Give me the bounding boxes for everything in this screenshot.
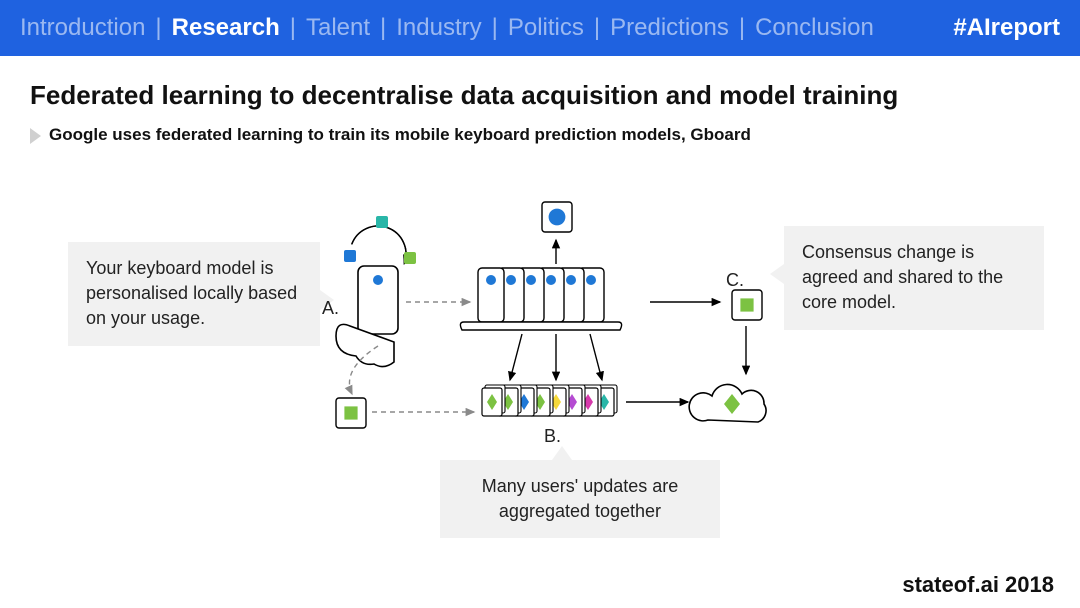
bullet-caret-icon bbox=[30, 128, 41, 144]
slide-subtitle-row: Google uses federated learning to train … bbox=[30, 125, 1050, 145]
nav-items: Introduction | Research | Talent | Industry | Po… bbox=[20, 14, 874, 42]
nav-bar: Introduction | Research | Talent | Industry | Po… bbox=[0, 0, 1080, 56]
nav-item-introduction[interactable]: Introduction bbox=[20, 14, 145, 42]
label-c: C. bbox=[726, 270, 744, 291]
diagram-canvas: Your keyboard model is personalised loca… bbox=[0, 170, 1080, 608]
slide-title: Federated learning to decentralise data … bbox=[30, 80, 1050, 111]
nav-separator: | bbox=[155, 14, 161, 42]
nav-item-industry[interactable]: Industry bbox=[396, 14, 481, 42]
diagram-svg bbox=[0, 170, 1080, 600]
label-b: B. bbox=[544, 426, 561, 447]
nav-item-research[interactable]: Research bbox=[172, 14, 280, 42]
nav-hashtag: #AIreport bbox=[953, 14, 1060, 42]
nav-separator: | bbox=[739, 14, 745, 42]
nav-item-predictions[interactable]: Predictions bbox=[610, 14, 729, 42]
label-a: A. bbox=[322, 298, 339, 319]
nav-item-politics[interactable]: Politics bbox=[508, 14, 584, 42]
nav-separator: | bbox=[380, 14, 386, 42]
footer-source: stateof.ai 2018 bbox=[902, 572, 1054, 598]
nav-item-talent[interactable]: Talent bbox=[306, 14, 370, 42]
nav-item-conclusion[interactable]: Conclusion bbox=[755, 14, 874, 42]
nav-separator: | bbox=[594, 14, 600, 42]
nav-separator: | bbox=[290, 14, 296, 42]
nav-separator: | bbox=[492, 14, 498, 42]
slide-subtitle: Google uses federated learning to train … bbox=[49, 125, 751, 145]
